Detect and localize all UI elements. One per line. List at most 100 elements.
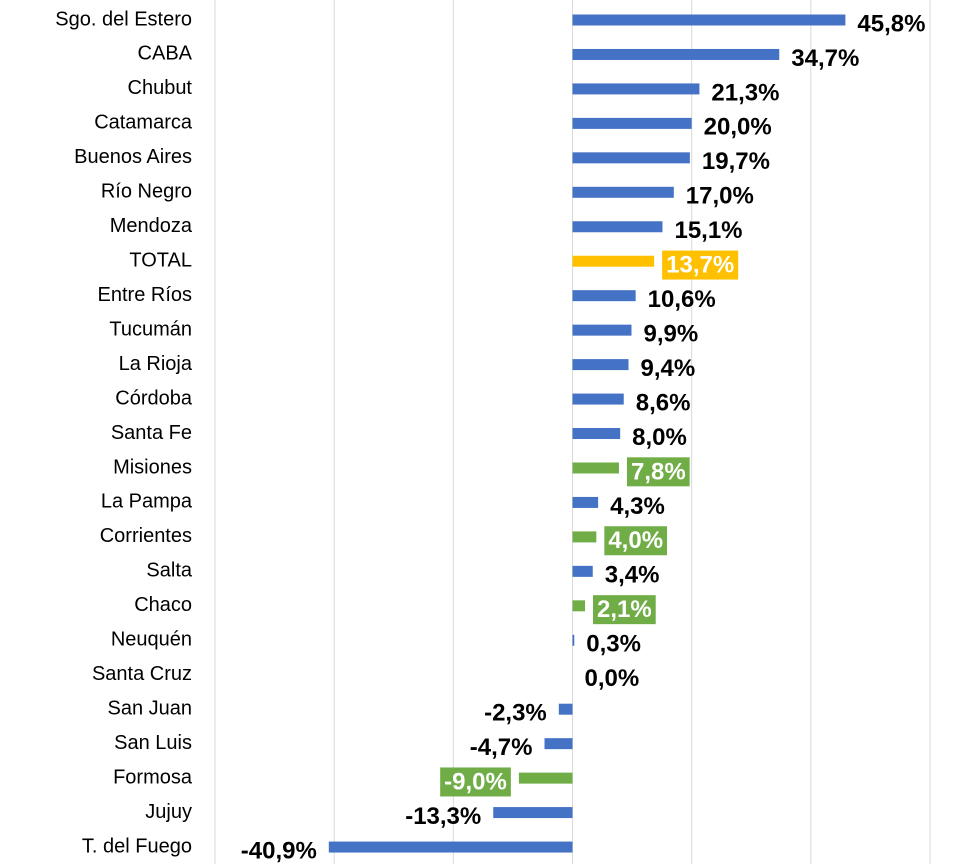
value-label-group: 9,4% [641, 355, 696, 382]
category-label: San Juan [107, 697, 192, 719]
category-label: Entre Ríos [98, 284, 192, 306]
category-label: Santa Fe [111, 422, 192, 444]
bar [572, 531, 597, 543]
value-label-group: -4,7% [470, 734, 533, 761]
value-label: 3,4% [605, 562, 660, 589]
value-label: 9,4% [641, 355, 696, 382]
value-label: 15,1% [674, 217, 742, 244]
value-label: -2,3% [484, 700, 547, 727]
value-label-group: 9,9% [643, 320, 698, 347]
bar [572, 324, 632, 336]
category-label: Catamarca [94, 112, 193, 134]
value-label: 7,8% [631, 458, 686, 485]
bar [572, 221, 663, 233]
value-label-group: 0,0% [585, 665, 640, 692]
value-label: 0,0% [585, 665, 640, 692]
value-label-group: -40,9% [241, 837, 317, 864]
bar [572, 117, 692, 129]
value-label: 2,1% [597, 596, 652, 623]
value-label: -40,9% [241, 837, 317, 864]
value-label: 8,6% [636, 389, 691, 416]
bar [572, 14, 846, 26]
value-label-group: 2,1% [593, 595, 656, 625]
value-label-group: 3,4% [605, 562, 660, 589]
bar [572, 48, 780, 60]
value-label-group: 19,7% [702, 148, 770, 175]
category-label: Mendoza [110, 215, 193, 237]
bar [572, 186, 674, 198]
value-label: 0,3% [586, 631, 641, 658]
value-label-group: 21,3% [711, 79, 779, 106]
value-label: 4,0% [608, 527, 663, 554]
category-label: Santa Cruz [92, 663, 192, 685]
value-label-group: -13,3% [405, 803, 481, 830]
category-label: Río Negro [101, 181, 192, 203]
category-label: T. del Fuego [82, 835, 192, 857]
value-label: 19,7% [702, 148, 770, 175]
bar [572, 359, 629, 371]
value-label: -13,3% [405, 803, 481, 830]
value-label-group: 17,0% [686, 183, 754, 210]
value-label-group: -9,0% [440, 767, 511, 797]
value-label-group: 20,0% [704, 114, 772, 141]
value-label-box [593, 595, 656, 625]
value-label-group: 0,3% [586, 631, 641, 658]
value-label: 34,7% [791, 45, 859, 72]
value-label: 17,0% [686, 183, 754, 210]
value-label: 8,0% [632, 424, 687, 451]
value-label: 45,8% [857, 10, 925, 37]
value-label: 21,3% [711, 79, 779, 106]
bar [572, 152, 690, 164]
bar [572, 290, 636, 302]
bar [493, 807, 573, 819]
category-label: Salta [146, 560, 192, 582]
value-label-box [604, 526, 668, 556]
bar [572, 255, 655, 267]
value-label: 13,7% [666, 252, 734, 279]
value-label-group: 4,3% [610, 493, 665, 520]
bar [572, 83, 700, 95]
value-label-box [440, 767, 511, 797]
category-label: Sgo. del Estero [55, 8, 192, 30]
bar [572, 462, 619, 474]
value-label-box [626, 457, 690, 487]
value-label-group: 10,6% [648, 286, 716, 313]
category-label: Córdoba [115, 387, 193, 409]
value-label: 20,0% [704, 114, 772, 141]
category-label: TOTAL [129, 250, 192, 272]
grid [214, 0, 931, 864]
category-label: San Luis [114, 732, 192, 754]
value-label-group: 45,8% [857, 10, 925, 37]
value-label: -4,7% [470, 734, 533, 761]
bar [572, 600, 586, 612]
bar [572, 393, 624, 405]
value-label-box [662, 250, 739, 280]
category-label: Neuquén [111, 629, 192, 651]
bar [328, 841, 573, 853]
bar [558, 703, 573, 715]
value-label: -9,0% [444, 768, 507, 795]
value-label: 4,3% [610, 493, 665, 520]
category-label: Jujuy [145, 801, 192, 823]
category-label: Chaco [134, 594, 192, 616]
bar [572, 634, 575, 646]
category-label: Misiones [113, 456, 192, 478]
bar [572, 428, 621, 440]
category-label: Formosa [113, 766, 193, 788]
value-label-group: 8,0% [632, 424, 687, 451]
category-label: Tucumán [109, 318, 192, 340]
bar [544, 738, 573, 750]
category-label: Corrientes [100, 525, 192, 547]
value-label-group: 15,1% [674, 217, 742, 244]
category-label: Buenos Aires [74, 146, 192, 168]
bar [518, 772, 573, 784]
category-label: La Pampa [101, 491, 193, 513]
category-label: La Rioja [119, 353, 193, 375]
value-label-group: 34,7% [791, 45, 859, 72]
category-label: CABA [138, 43, 193, 65]
value-label-group: -2,3% [484, 700, 547, 727]
value-label-group: 13,7% [662, 250, 739, 280]
value-label-group: 7,8% [626, 457, 690, 487]
value-label-group: 8,6% [636, 389, 691, 416]
